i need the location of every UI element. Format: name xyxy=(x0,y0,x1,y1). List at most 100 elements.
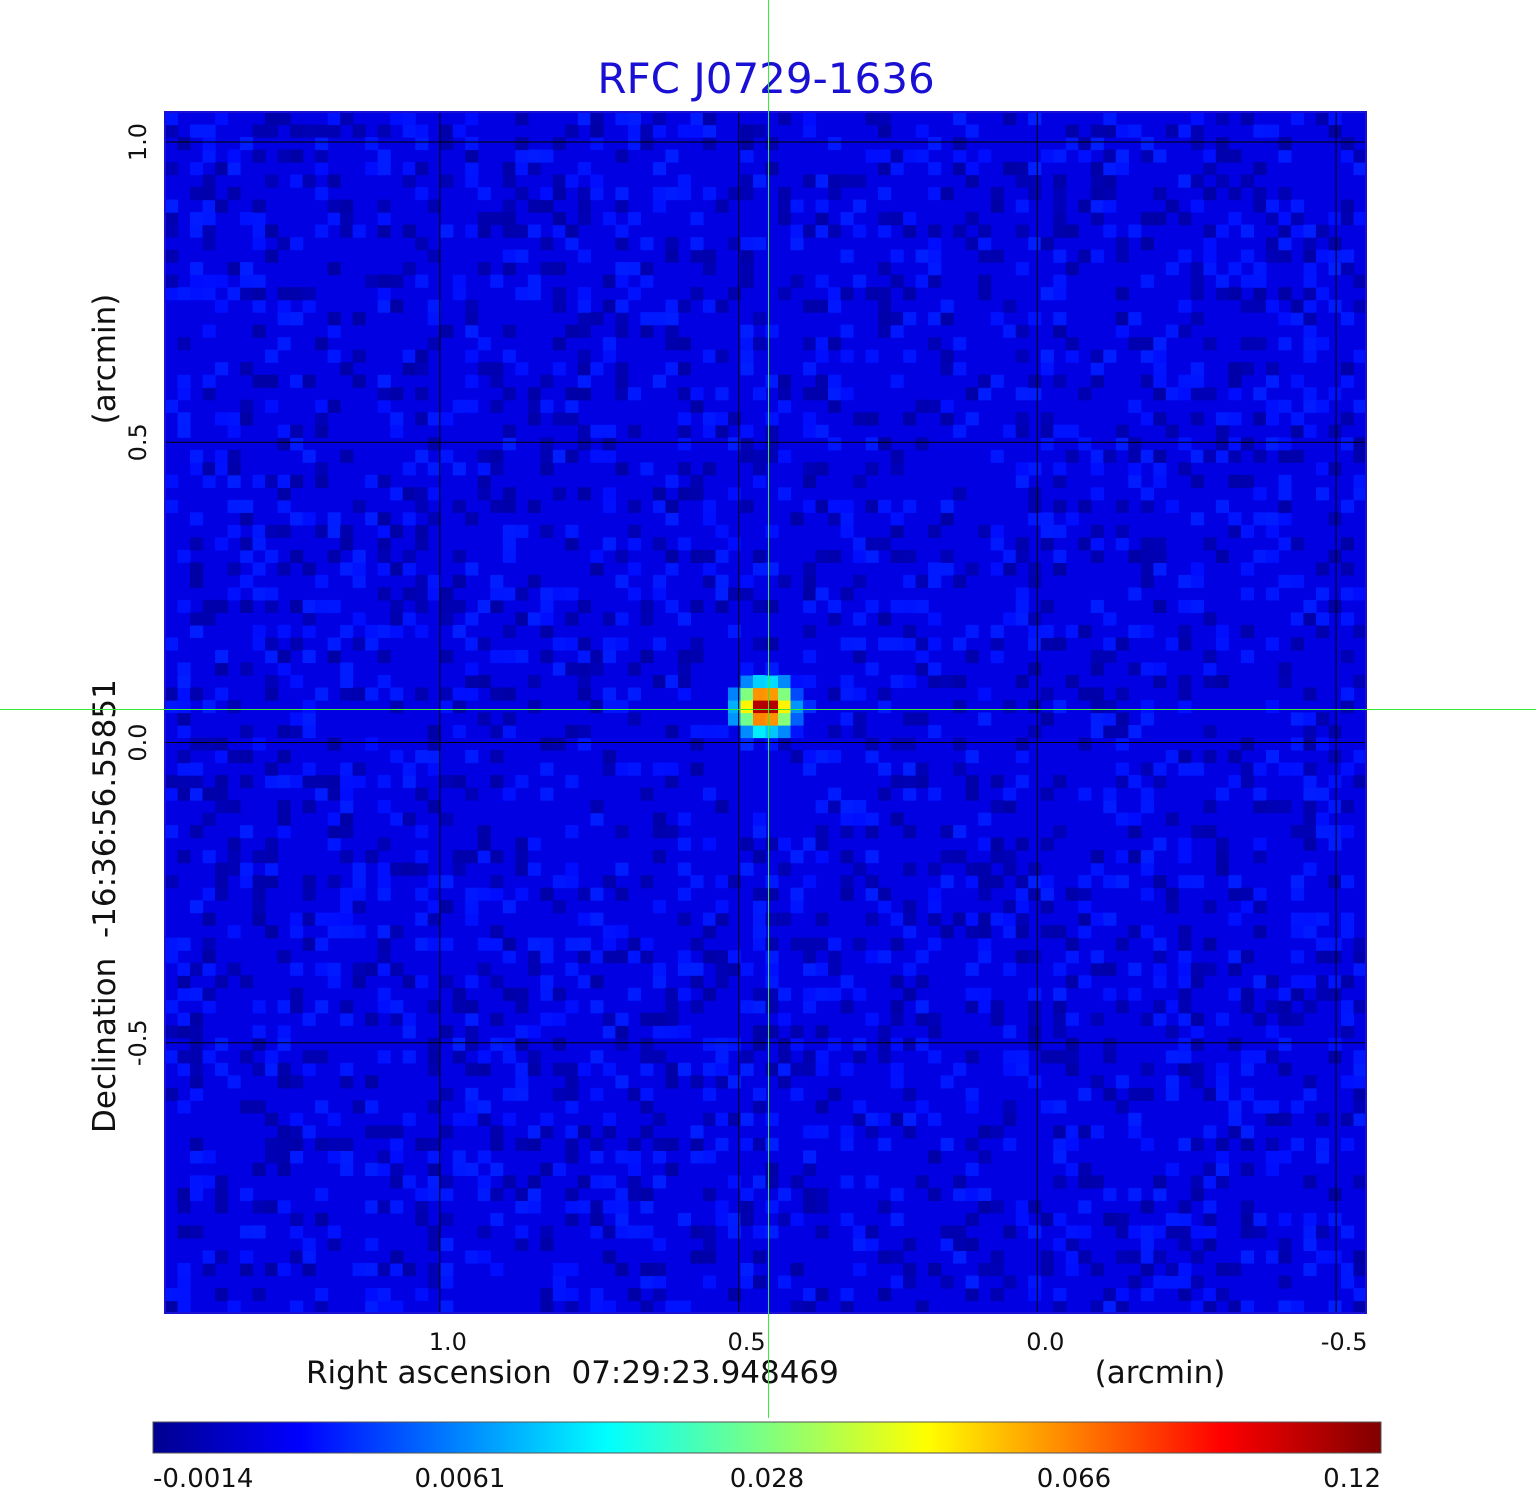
heatmap-cell xyxy=(727,1037,742,1051)
heatmap-cell xyxy=(1353,624,1367,639)
heatmap-cell xyxy=(315,1300,329,1314)
heatmap-cell xyxy=(615,362,629,376)
heatmap-cell xyxy=(240,775,254,789)
heatmap-cell xyxy=(778,112,792,126)
heatmap-cell xyxy=(227,162,241,176)
heatmap-cell xyxy=(1028,725,1042,739)
heatmap-cell xyxy=(1103,1050,1117,1064)
heatmap-cell xyxy=(565,725,579,739)
heatmap-cell xyxy=(1203,674,1217,689)
heatmap-cell xyxy=(890,775,904,789)
heatmap-cell xyxy=(177,762,191,776)
heatmap-cell xyxy=(1328,262,1342,276)
heatmap-cell xyxy=(665,775,679,789)
heatmap-cell xyxy=(1228,912,1242,926)
heatmap-cell xyxy=(1140,574,1154,588)
heatmap-cell xyxy=(1228,1262,1242,1277)
heatmap-cell xyxy=(515,649,529,664)
heatmap-cell xyxy=(1203,249,1217,263)
heatmap-cell xyxy=(440,812,454,826)
heatmap-cell xyxy=(1290,112,1305,126)
heatmap-cell xyxy=(1090,362,1104,376)
heatmap-cell xyxy=(402,1175,416,1189)
heatmap-cell xyxy=(727,712,742,726)
heatmap-cell xyxy=(953,825,967,839)
heatmap-cell xyxy=(652,124,667,138)
heatmap-cell xyxy=(1165,1050,1179,1064)
heatmap-cell xyxy=(727,437,742,451)
heatmap-cell xyxy=(890,162,904,176)
heatmap-cell xyxy=(1328,1050,1342,1064)
heatmap-cell xyxy=(1015,775,1029,789)
heatmap-cell xyxy=(878,299,892,313)
heatmap-cell xyxy=(590,800,604,814)
heatmap-cell xyxy=(828,399,842,413)
heatmap-cell xyxy=(1040,887,1054,901)
heatmap-cell xyxy=(577,437,591,451)
heatmap-cell xyxy=(202,887,216,901)
heatmap-cell xyxy=(1053,424,1067,438)
heatmap-cell xyxy=(1028,887,1042,901)
heatmap-cell xyxy=(1353,449,1367,463)
heatmap-cell xyxy=(1240,649,1255,664)
heatmap-cell xyxy=(828,599,842,614)
heatmap-cell xyxy=(878,687,892,701)
heatmap-cell xyxy=(1090,599,1104,614)
heatmap-cell xyxy=(815,174,829,188)
heatmap-cell xyxy=(828,374,842,388)
heatmap-cell xyxy=(828,387,842,401)
heatmap-cell xyxy=(390,624,404,639)
heatmap-cell xyxy=(1228,212,1242,226)
heatmap-cell xyxy=(252,474,266,488)
heatmap-cell xyxy=(265,599,279,614)
heatmap-cell xyxy=(1153,1225,1167,1239)
heatmap-cell xyxy=(740,324,754,338)
heatmap-cell xyxy=(752,925,767,939)
heatmap-cell xyxy=(577,312,591,326)
heatmap-cell xyxy=(465,900,479,914)
heatmap-cell xyxy=(878,1025,892,1039)
heatmap-cell xyxy=(790,512,804,526)
heatmap-cell xyxy=(552,449,566,463)
heatmap-cell xyxy=(552,412,566,426)
heatmap-cell xyxy=(978,237,992,251)
heatmap-cell xyxy=(515,362,529,376)
heatmap-cell xyxy=(1253,199,1267,213)
heatmap-cell xyxy=(327,649,341,664)
heatmap-cell xyxy=(1090,462,1104,476)
heatmap-cell xyxy=(1140,337,1154,351)
heatmap-cell xyxy=(928,1150,942,1164)
heatmap-cell xyxy=(752,937,767,951)
heatmap-cell xyxy=(1003,1025,1017,1039)
heatmap-cell xyxy=(878,612,892,626)
heatmap-cell xyxy=(552,662,566,676)
heatmap-cell xyxy=(940,299,954,313)
heatmap-cell xyxy=(740,274,754,288)
heatmap-cell xyxy=(765,662,779,676)
heatmap-cell xyxy=(1040,875,1054,889)
heatmap-cell xyxy=(252,737,266,751)
heatmap-cell xyxy=(265,524,279,538)
heatmap-cell xyxy=(1103,987,1117,1001)
heatmap-cell xyxy=(565,1187,579,1202)
heatmap-cell xyxy=(1153,562,1167,576)
heatmap-cell xyxy=(1303,312,1317,326)
heatmap-cell xyxy=(577,212,591,226)
heatmap-cell xyxy=(540,262,554,276)
heatmap-cell xyxy=(415,1187,429,1202)
heatmap-cell xyxy=(978,812,992,826)
heatmap-cell xyxy=(702,787,717,801)
heatmap-cell xyxy=(552,587,566,601)
heatmap-cell xyxy=(415,499,429,513)
heatmap-cell xyxy=(165,637,179,651)
heatmap-cell xyxy=(1090,1175,1104,1189)
heatmap-cell xyxy=(677,124,692,138)
heatmap-cell xyxy=(752,637,767,651)
heatmap-cell xyxy=(440,449,454,463)
heatmap-cell xyxy=(1290,412,1305,426)
heatmap-cell xyxy=(727,962,742,976)
heatmap-cell xyxy=(502,437,516,451)
heatmap-cell xyxy=(290,1075,304,1089)
heatmap-cell xyxy=(940,1075,954,1089)
heatmap-cell xyxy=(502,549,516,563)
